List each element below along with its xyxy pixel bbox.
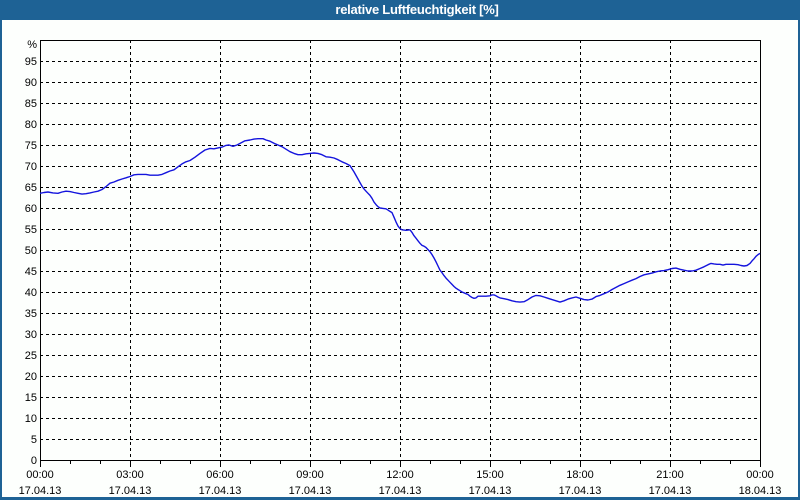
svg-text:30: 30: [25, 329, 37, 341]
svg-text:75: 75: [25, 140, 37, 152]
svg-text:15: 15: [25, 392, 37, 404]
svg-text:%: %: [27, 39, 37, 51]
svg-text:00:00: 00:00: [746, 469, 774, 481]
svg-text:45: 45: [25, 266, 37, 278]
svg-text:17.04.13: 17.04.13: [379, 485, 422, 497]
svg-text:60: 60: [25, 203, 37, 215]
svg-text:18.04.13: 18.04.13: [739, 485, 782, 497]
svg-text:55: 55: [25, 224, 37, 236]
svg-text:17.04.13: 17.04.13: [649, 485, 692, 497]
svg-text:17.04.13: 17.04.13: [199, 485, 242, 497]
svg-text:00:00: 00:00: [26, 469, 54, 481]
svg-text:20: 20: [25, 371, 37, 383]
svg-text:15:00: 15:00: [476, 469, 504, 481]
svg-text:50: 50: [25, 245, 37, 257]
svg-text:03:00: 03:00: [116, 469, 144, 481]
svg-text:09:00: 09:00: [296, 469, 324, 481]
svg-text:90: 90: [25, 77, 37, 89]
svg-text:17.04.13: 17.04.13: [559, 485, 602, 497]
svg-text:85: 85: [25, 98, 37, 110]
svg-text:17.04.13: 17.04.13: [469, 485, 512, 497]
svg-text:0: 0: [31, 455, 37, 467]
svg-text:80: 80: [25, 119, 37, 131]
svg-text:17.04.13: 17.04.13: [109, 485, 152, 497]
svg-text:95: 95: [25, 56, 37, 68]
svg-text:40: 40: [25, 287, 37, 299]
svg-text:5: 5: [31, 434, 37, 446]
svg-text:25: 25: [25, 350, 37, 362]
svg-text:10: 10: [25, 413, 37, 425]
svg-text:35: 35: [25, 308, 37, 320]
svg-text:06:00: 06:00: [206, 469, 234, 481]
svg-text:70: 70: [25, 161, 37, 173]
svg-text:12:00: 12:00: [386, 469, 414, 481]
svg-text:21:00: 21:00: [656, 469, 684, 481]
svg-text:17.04.13: 17.04.13: [289, 485, 332, 497]
svg-text:65: 65: [25, 182, 37, 194]
svg-text:17.04.13: 17.04.13: [19, 485, 62, 497]
svg-text:18:00: 18:00: [566, 469, 594, 481]
